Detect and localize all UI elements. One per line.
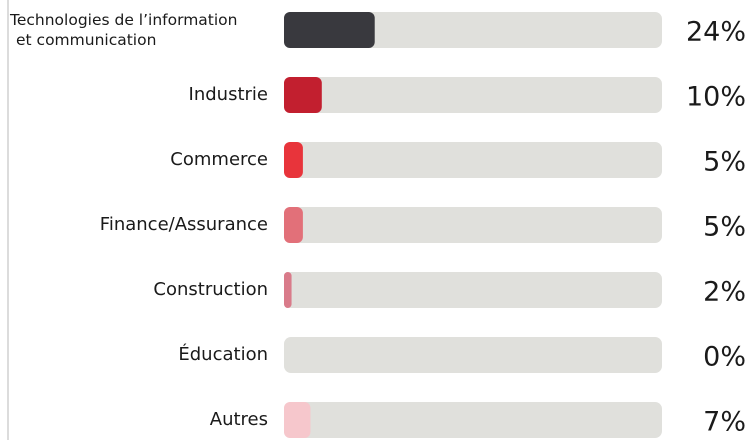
bar-track	[284, 77, 662, 113]
category-label-line: et communication	[16, 31, 156, 49]
bar-track	[284, 337, 662, 373]
bar	[284, 77, 322, 113]
value-label: 5%	[703, 212, 746, 243]
value-label: 7%	[703, 407, 746, 438]
value-label: 24%	[686, 17, 746, 48]
bar-track	[284, 12, 662, 48]
bar	[284, 142, 303, 178]
category-label: Industrie	[189, 84, 268, 105]
bar-track	[284, 402, 662, 438]
value-label: 5%	[703, 147, 746, 178]
value-label: 10%	[686, 82, 746, 113]
bar	[284, 207, 303, 243]
bar	[284, 12, 375, 48]
category-label: Technologies de l’information et communic…	[9, 11, 238, 49]
value-label: 2%	[703, 277, 746, 308]
category-label-line: Technologies de l’information	[9, 11, 238, 29]
category-label: Finance/Assurance	[100, 214, 268, 235]
bar-track	[284, 207, 662, 243]
category-label: Commerce	[170, 149, 268, 170]
value-label: 0%	[703, 342, 746, 373]
bar	[284, 402, 311, 438]
bar-track	[284, 142, 662, 178]
bar-track	[284, 272, 662, 308]
category-label: Autres	[210, 409, 268, 430]
bar	[284, 272, 292, 308]
category-label: Construction	[153, 279, 268, 300]
category-label: Éducation	[178, 343, 268, 365]
